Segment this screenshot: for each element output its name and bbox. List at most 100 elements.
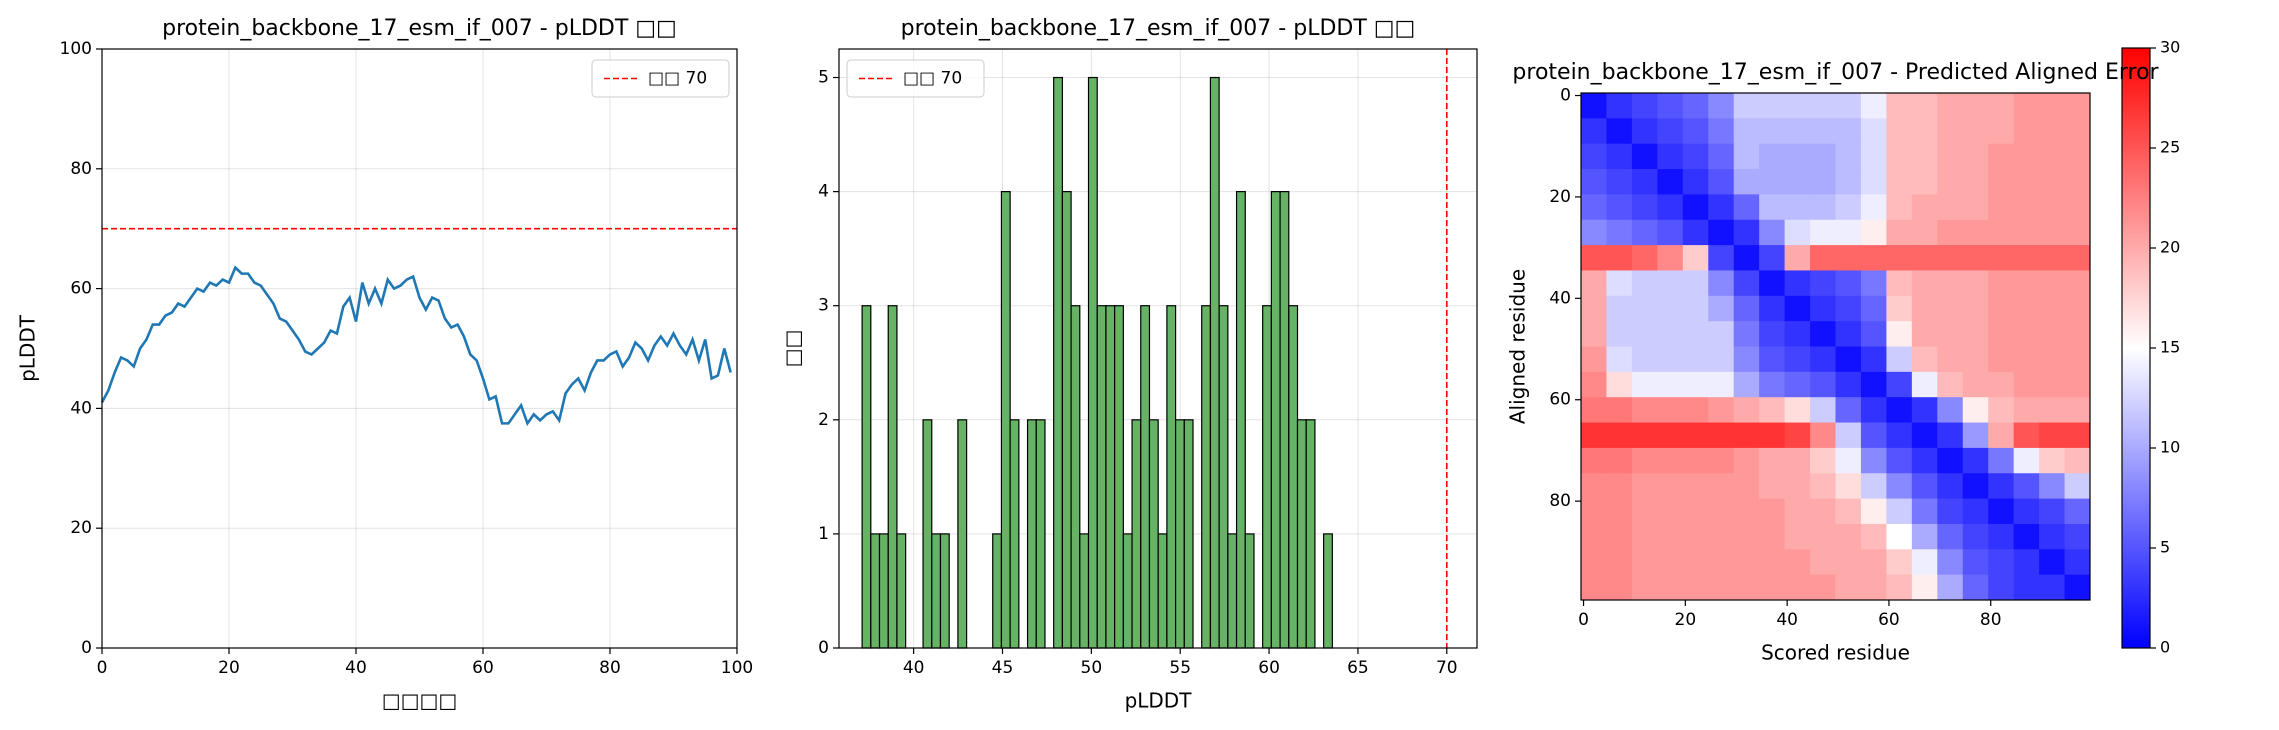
heat-cell: [2064, 447, 2091, 474]
heat-cell: [2013, 549, 2040, 576]
heat-cell: [1606, 447, 1633, 474]
heat-cell: [1581, 295, 1607, 322]
colorbar-tick-label: 0: [2160, 638, 2170, 657]
heat-cell: [1657, 574, 1684, 601]
heat-cell: [1810, 574, 1836, 601]
heat-cell: [1606, 549, 1633, 576]
heat-cell: [1784, 118, 1811, 145]
heat-cell: [1631, 169, 1658, 195]
heat-cell: [1988, 219, 2015, 246]
heat-cell: [1835, 574, 1862, 601]
y-tick-label: 60: [1549, 390, 1571, 410]
heat-cell: [1784, 447, 1811, 474]
heat-cell: [1911, 498, 1938, 525]
heat-cell: [2013, 523, 2040, 550]
heat-cell: [1937, 245, 1964, 271]
heat-cell: [2039, 245, 2066, 271]
heat-cell: [1810, 473, 1836, 500]
heat-cell: [1606, 321, 1633, 347]
heat-cell: [2064, 270, 2091, 297]
heat-cell: [1631, 447, 1658, 474]
heat-cell: [1606, 574, 1633, 601]
heat-cell: [1733, 447, 1760, 474]
heat-cell: [1733, 245, 1760, 271]
heat-cell: [2064, 397, 2091, 424]
heat-cell: [1606, 169, 1633, 195]
x-axis-label: pLDDT: [1125, 689, 1193, 713]
heat-cell: [1886, 118, 1913, 145]
heat-cell: [1937, 295, 1964, 322]
hist-bar: [1096, 305, 1107, 649]
heat-cell: [1708, 143, 1735, 170]
heat-cell: [1911, 574, 1938, 601]
hist-bar: [1026, 419, 1037, 649]
heat-cell: [2064, 422, 2091, 449]
heat-cell: [1733, 523, 1760, 550]
heat-cell: [1860, 473, 1887, 500]
heat-cell: [1860, 93, 1887, 119]
heat-cell: [2064, 118, 2091, 145]
heat-cell: [1784, 574, 1811, 601]
y-tick-label: 0: [81, 638, 92, 658]
heat-cell: [1937, 219, 1964, 246]
heat-cell: [1860, 194, 1887, 221]
heat-cell: [1682, 295, 1709, 322]
hist-bar: [1148, 419, 1159, 649]
heat-cell: [1606, 118, 1633, 145]
heat-cell: [1962, 321, 1989, 347]
heat-cell: [2013, 447, 2040, 474]
heat-cell: [1759, 295, 1786, 322]
heat-cell: [1886, 346, 1913, 373]
heat-cell: [1733, 194, 1760, 221]
heat-cell: [2013, 346, 2040, 373]
heat-cell: [1733, 169, 1760, 195]
heat-cell: [1886, 169, 1913, 195]
heat-cell: [1759, 473, 1786, 500]
heat-cell: [1911, 270, 1938, 297]
heat-cell: [1606, 473, 1633, 500]
heat-cell: [1962, 219, 1989, 246]
heat-cell: [2013, 321, 2040, 347]
heat-cell: [1682, 270, 1709, 297]
x-tick-label: 100: [721, 658, 753, 678]
heat-cell: [1886, 498, 1913, 525]
heat-cell: [1835, 219, 1862, 246]
heat-cell: [1988, 194, 2015, 221]
heat-cell: [1631, 93, 1658, 119]
y-tick-label: 80: [70, 159, 92, 179]
heat-cell: [1860, 295, 1887, 322]
heat-cell: [1810, 270, 1836, 297]
x-tick-label: 20: [1675, 610, 1697, 630]
heat-cell: [2039, 574, 2066, 601]
heat-cell: [1962, 523, 1989, 550]
heat-cell: [1631, 143, 1658, 170]
y-tick-label: 20: [1549, 187, 1571, 207]
hist-bar: [1262, 305, 1272, 649]
heat-cell: [1581, 422, 1607, 449]
heat-cell: [1886, 321, 1913, 347]
heat-cell: [2064, 473, 2091, 500]
heat-cell: [1937, 549, 1964, 576]
heat-cell: [1733, 346, 1760, 373]
heat-cell: [1657, 118, 1684, 145]
hist-bar: [922, 419, 933, 649]
y-axis-label: pLDDT: [16, 314, 40, 382]
heat-cell: [1988, 169, 2015, 195]
heat-cell: [1682, 473, 1709, 500]
hist-bar: [992, 533, 1003, 649]
x-tick-label: 70: [1436, 658, 1458, 678]
heat-cell: [1988, 549, 2015, 576]
heat-cell: [2064, 219, 2091, 246]
heat-cell: [1606, 498, 1633, 525]
heat-cell: [2013, 93, 2040, 119]
heat-cell: [1886, 371, 1913, 398]
heat-cell: [1886, 447, 1913, 474]
hist-bar: [1288, 305, 1299, 649]
heat-cell: [1988, 295, 2015, 322]
hist-bar: [1122, 533, 1133, 649]
heat-cell: [2013, 270, 2040, 297]
axes-frame: [101, 48, 738, 649]
heat-cell: [1860, 549, 1887, 576]
hist-bar: [870, 533, 881, 649]
